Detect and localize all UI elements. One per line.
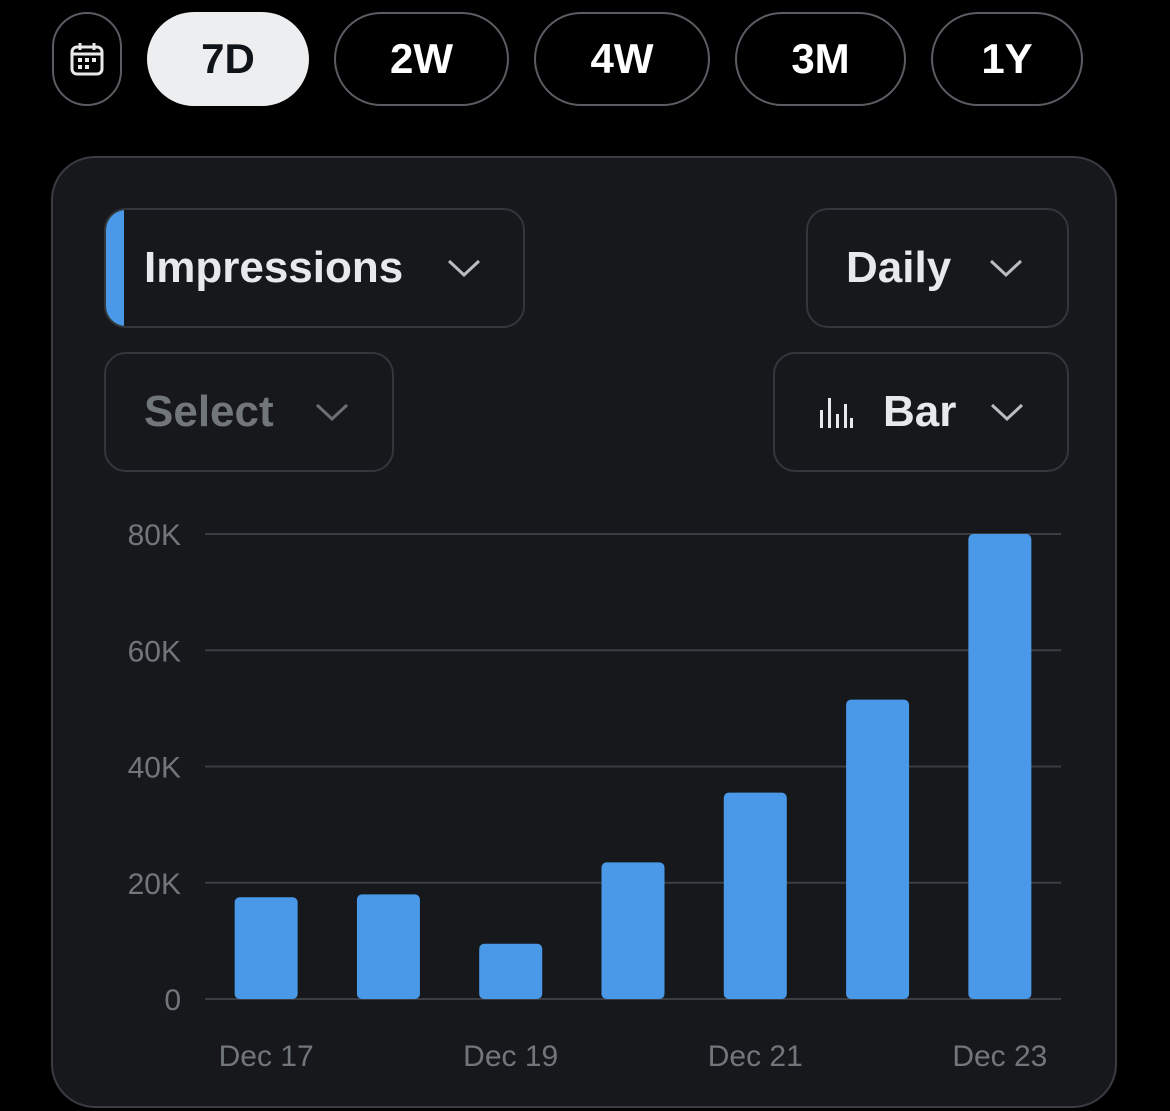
bar-dec-19[interactable] [479,943,543,999]
y-tick-label: 20K [128,868,181,901]
range-option-1y[interactable]: 1Y [931,12,1083,106]
period-dropdown[interactable]: Daily [806,208,1069,328]
chevron-down-icon [989,259,1023,278]
y-tick-label: 40K [128,752,181,785]
calendar-icon [70,43,104,76]
chart-type-dropdown[interactable]: Bar [773,352,1069,472]
x-tick-label: Dec 19 [463,1040,558,1073]
calendar-button[interactable] [52,12,122,106]
date-range-selector: 7D 2W 4W 3M 1Y [52,12,1108,106]
chart-type-label: Bar [883,387,957,436]
bar-dec-18[interactable] [356,894,420,999]
range-option-7d[interactable]: 7D [147,12,309,106]
analytics-card: Impressions Daily Select Bar 0 20K 40K 60K 8… [51,156,1117,1108]
y-tick-label: 80K [128,519,181,552]
metric-dropdown-label: Impressions [144,243,404,292]
chevron-down-icon [990,403,1024,422]
bar-dec-21[interactable] [723,792,787,999]
y-tick-label: 0 [164,984,181,1017]
bar-chart-icon [820,398,853,428]
bar-dec-22[interactable] [846,699,910,999]
x-tick-label: Dec 17 [219,1040,314,1073]
bar-dec-17[interactable] [234,897,298,999]
period-dropdown-label: Daily [846,243,952,292]
metric-dropdown[interactable]: Impressions [104,208,525,328]
metric-color-indicator [106,210,124,326]
compare-metric-dropdown[interactable]: Select [104,352,394,472]
range-option-3m[interactable]: 3M [735,12,906,106]
bar-dec-20[interactable] [601,862,665,999]
range-option-2w[interactable]: 2W [334,12,509,106]
y-tick-label: 60K [128,635,181,668]
chevron-down-icon [447,259,481,278]
x-tick-label: Dec 21 [708,1040,803,1073]
bar-dec-23[interactable] [968,534,1032,999]
impressions-bar-chart: 0 20K 40K 60K 80K Dec 17 Dec 19 Dec 21 Dec 23 [128,519,1061,1073]
x-tick-label: Dec 23 [952,1040,1047,1073]
chevron-down-icon [315,403,349,422]
compare-dropdown-label: Select [144,387,274,436]
range-option-4w[interactable]: 4W [534,12,710,106]
